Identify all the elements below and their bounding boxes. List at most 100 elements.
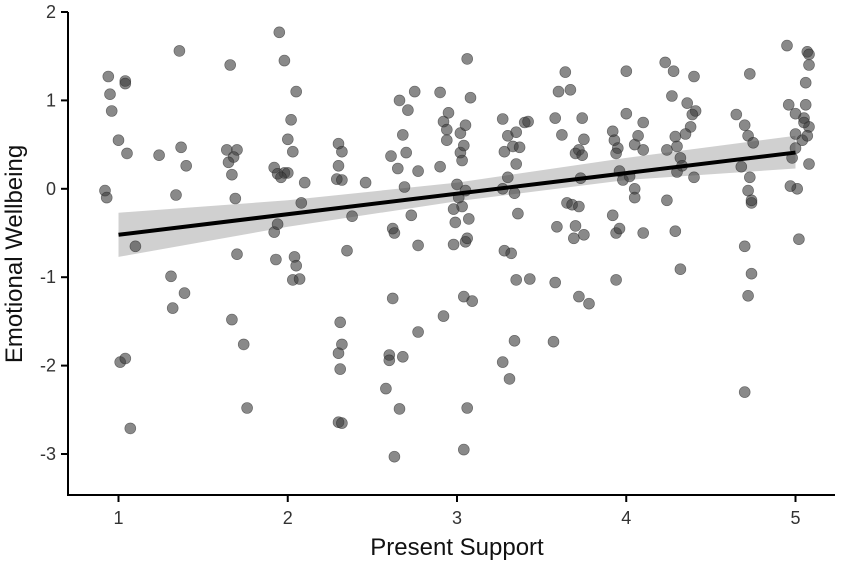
data-point	[803, 48, 815, 61]
data-point	[231, 248, 243, 260]
y-tick-label: -1	[40, 267, 56, 287]
data-point	[510, 126, 523, 138]
data-point	[359, 176, 372, 189]
data-point	[628, 191, 641, 204]
data-point	[496, 356, 509, 368]
data-point	[100, 191, 113, 204]
data-point	[124, 422, 137, 435]
data-point	[793, 233, 805, 245]
data-point	[412, 165, 424, 177]
data-point	[112, 134, 125, 146]
y-ticks-layer: 2 1 0 -1 -2 -3	[40, 2, 68, 464]
data-point	[573, 290, 585, 303]
data-point	[681, 97, 694, 109]
data-point	[105, 105, 118, 117]
data-point	[346, 210, 358, 222]
data-point	[564, 84, 577, 96]
data-point	[523, 273, 536, 285]
data-point	[391, 162, 404, 175]
data-point	[745, 194, 758, 207]
data-point	[505, 247, 518, 260]
data-point	[576, 112, 589, 124]
data-point	[102, 70, 115, 83]
data-point	[386, 292, 399, 305]
data-point	[743, 68, 756, 80]
data-point	[745, 267, 758, 280]
data-point	[104, 88, 116, 100]
data-point	[547, 335, 560, 348]
data-point	[285, 114, 297, 126]
data-point	[686, 108, 699, 121]
data-point	[295, 197, 308, 209]
x-tick-label: 4	[621, 508, 631, 528]
data-point	[341, 244, 353, 257]
data-point	[175, 141, 187, 154]
data-point	[393, 94, 406, 107]
data-point	[583, 297, 595, 310]
data-point	[659, 56, 672, 69]
data-point	[798, 116, 810, 129]
data-point	[613, 222, 626, 235]
data-point	[743, 171, 756, 184]
data-point	[637, 144, 650, 156]
data-point	[459, 119, 472, 131]
data-point	[408, 85, 421, 98]
data-point	[510, 274, 523, 286]
data-point	[578, 133, 590, 146]
data-point	[447, 203, 460, 215]
data-point	[153, 149, 165, 161]
data-point	[180, 160, 192, 172]
data-point	[801, 130, 814, 142]
data-point	[552, 85, 565, 98]
data-point	[383, 354, 396, 367]
data-point	[332, 347, 345, 360]
data-point	[747, 137, 760, 149]
data-point	[396, 129, 409, 141]
data-point	[275, 171, 287, 184]
axes-layer	[67, 12, 835, 496]
data-point	[281, 133, 294, 146]
data-point	[674, 263, 687, 276]
data-point	[400, 146, 413, 159]
data-point	[440, 123, 453, 136]
data-point	[449, 216, 462, 229]
data-point	[456, 154, 468, 167]
data-point	[334, 363, 347, 375]
data-point	[447, 238, 460, 251]
x-ticks-layer: 1 2 3 4 5	[113, 495, 801, 528]
data-point	[457, 139, 470, 152]
data-point	[556, 129, 568, 141]
data-point	[388, 450, 401, 463]
data-point	[661, 194, 673, 207]
data-point	[237, 338, 250, 351]
data-point	[632, 130, 644, 142]
data-point	[440, 134, 453, 146]
data-point	[226, 313, 238, 326]
data-point	[738, 119, 751, 131]
data-point	[498, 145, 511, 158]
data-point	[405, 209, 418, 222]
data-point	[278, 54, 291, 67]
data-point	[513, 141, 526, 154]
data-point	[688, 70, 700, 83]
data-point	[569, 220, 582, 232]
data-point	[412, 326, 424, 338]
data-point	[466, 295, 479, 307]
data-point	[170, 189, 182, 201]
x-tick-label: 5	[790, 508, 800, 528]
data-point	[385, 150, 397, 162]
data-point	[637, 227, 650, 239]
data-point	[620, 65, 633, 77]
data-point	[442, 107, 455, 119]
data-point	[669, 225, 682, 237]
data-point	[671, 140, 683, 153]
y-tick-label: -3	[40, 444, 56, 464]
data-point	[742, 289, 754, 302]
x-tick-label: 2	[283, 508, 293, 528]
data-point	[461, 232, 474, 245]
data-point	[119, 352, 132, 365]
x-tick-label: 1	[113, 508, 123, 528]
data-point	[789, 128, 802, 140]
data-point	[661, 144, 673, 156]
